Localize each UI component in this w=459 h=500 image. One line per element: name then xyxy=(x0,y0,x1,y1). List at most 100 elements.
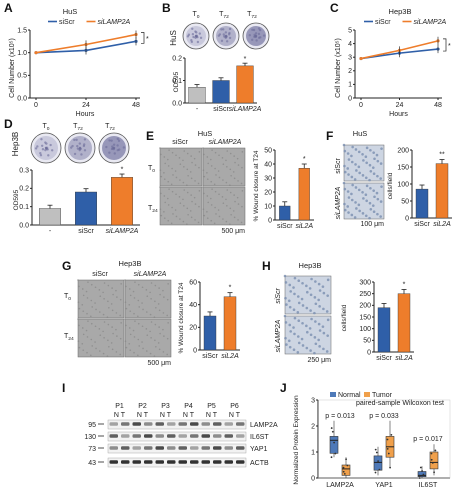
panel-C-y-tick-label: 4 xyxy=(348,41,352,48)
panel-H-y-tick-label: 300 xyxy=(359,279,371,286)
panel-I-membrane xyxy=(107,431,247,442)
panel-G-image-2-texture xyxy=(146,311,148,313)
panel-J-point xyxy=(418,477,421,479)
panel-G-image-4-texture xyxy=(158,348,161,351)
panel-B-x-tick-label: siScr xyxy=(213,106,229,113)
panel-I-nt-label: N T xyxy=(137,412,149,419)
panel-G-col-label: siLAMP2A xyxy=(134,271,167,278)
panel-G-image-3-texture xyxy=(110,342,113,344)
panel-B-dish-colony xyxy=(253,35,256,38)
panel-E-image-3-texture xyxy=(190,194,192,196)
panel-H-y-tick-label: 0 xyxy=(367,349,371,356)
panel-H-image-2-texture xyxy=(309,349,312,352)
panel-G-image-4-texture xyxy=(150,336,152,339)
panel-J-point xyxy=(331,430,334,433)
panel-G-image-1-texture xyxy=(116,296,118,298)
panel-G-image-1-texture xyxy=(90,315,92,318)
panel-B-dish-colony xyxy=(257,32,261,36)
panel-E-image-1-texture xyxy=(179,179,181,181)
panel-H-y-tick-label: 200 xyxy=(359,303,371,310)
panel-E-image-3-texture xyxy=(174,209,177,211)
panel-E-x-tick-label: siL2A xyxy=(295,223,313,230)
panel-G-image-1-texture xyxy=(85,290,88,293)
panel-G-image-4-texture xyxy=(128,327,131,329)
panel-E-image-2-texture xyxy=(206,156,209,158)
panel-H-image-2-texture xyxy=(300,337,304,341)
panel-E-image-1-texture xyxy=(198,151,201,153)
panel-I-band xyxy=(224,446,233,450)
panel-E-image-2-texture xyxy=(237,180,239,182)
panel-E-image-2-texture xyxy=(221,157,224,159)
panel-G-image-4-texture xyxy=(142,347,144,350)
panel-J-point xyxy=(334,452,337,455)
panel-G-image-2-texture xyxy=(157,303,160,305)
panel-E-image-3-texture xyxy=(189,210,192,212)
panel-D-dish-colony xyxy=(47,154,50,157)
panel-H-image-2-texture xyxy=(322,331,326,335)
panel-E-image-3-texture xyxy=(186,191,189,194)
panel-I-mw-marker: 43 xyxy=(88,460,96,467)
panel-J-y-tick-label: 0 xyxy=(311,475,315,482)
panel-F-image-1-texture xyxy=(379,162,383,165)
panel-G-image-2-texture xyxy=(128,288,131,290)
panel-J-point xyxy=(387,452,390,455)
panel-G-image-4-texture xyxy=(154,339,156,342)
panel-H-row-label: siScr xyxy=(275,288,282,304)
panel-F-image-1-texture xyxy=(350,175,354,179)
panel-G-image-3-texture xyxy=(108,345,110,348)
panel-G-image-4-texture xyxy=(137,322,140,325)
panel-G-image-2-texture xyxy=(154,300,156,303)
panel-E-image-4-texture xyxy=(229,207,232,210)
panel-E-image-4-texture xyxy=(206,210,208,213)
panel-F-image-2-texture xyxy=(373,195,376,199)
panel-G-image-3-texture xyxy=(119,337,122,340)
panel-E-image-3-texture xyxy=(183,204,185,207)
panel-G-image-1-texture xyxy=(78,307,81,310)
panel-E-image-3-texture xyxy=(164,201,166,204)
panel-E-image-1-texture xyxy=(170,183,173,186)
panel-G-image-4-texture xyxy=(166,353,169,356)
panel-I-band xyxy=(155,446,164,450)
panel-E-image-1-texture xyxy=(160,153,162,156)
panel-G-image-4-texture xyxy=(141,325,144,328)
panel-E-image-4-texture xyxy=(210,219,213,222)
panel-F-image-1-texture xyxy=(351,145,354,149)
panel-I-band xyxy=(144,422,153,426)
panel-B-dish-colony xyxy=(257,27,261,30)
panel-I-band-label: ACTB xyxy=(250,460,269,467)
panel-I-band xyxy=(224,460,233,464)
panel-I-band xyxy=(155,422,164,426)
panel-E-image-1-texture xyxy=(163,156,166,158)
panel-I-band xyxy=(190,422,199,426)
panel-I-band xyxy=(224,434,233,438)
panel-E-image-4-texture xyxy=(209,197,212,200)
panel-B-dish-colony xyxy=(220,28,223,31)
panel-B-dish-colony xyxy=(254,32,258,35)
panel-E-image-1-texture xyxy=(190,177,193,180)
panel-E-image-1-texture xyxy=(164,162,166,165)
panel-G-image-1-texture xyxy=(110,303,113,305)
panel-E-image-4-texture xyxy=(225,198,227,201)
panel-B-dish-colony xyxy=(248,34,251,37)
panel-F-row-label: siScr xyxy=(335,158,342,174)
panel-F-image-2-texture xyxy=(372,210,376,214)
panel-G-image-3-texture xyxy=(86,351,88,354)
panel-E-image-1-texture xyxy=(197,182,200,185)
panel-D-dish-colony xyxy=(36,145,39,148)
panel-G-image-1-texture xyxy=(81,288,84,290)
panel-F-significance: ** xyxy=(439,151,445,158)
panel-E-image-3-texture xyxy=(163,210,165,213)
panel-D-x-tick-label: siScr xyxy=(78,228,94,235)
panel-F-image-2-texture xyxy=(347,196,351,199)
panel-G-image-1-texture xyxy=(99,295,102,298)
panel-E-image-3-texture xyxy=(175,215,178,218)
panel-A-x-tick-label: 24 xyxy=(82,102,90,109)
panel-G-image-1-texture xyxy=(112,293,114,296)
panel-A-legend-label: siScr xyxy=(59,19,75,26)
panel-H-image-1-texture xyxy=(301,281,304,285)
panel-F-image-1-texture xyxy=(379,177,383,180)
panel-G-image-2-texture xyxy=(124,279,126,281)
panel-E-bar-1 xyxy=(298,167,310,221)
panel-B-dish-colony xyxy=(186,35,190,38)
panel-B-dish-colony xyxy=(259,36,262,39)
